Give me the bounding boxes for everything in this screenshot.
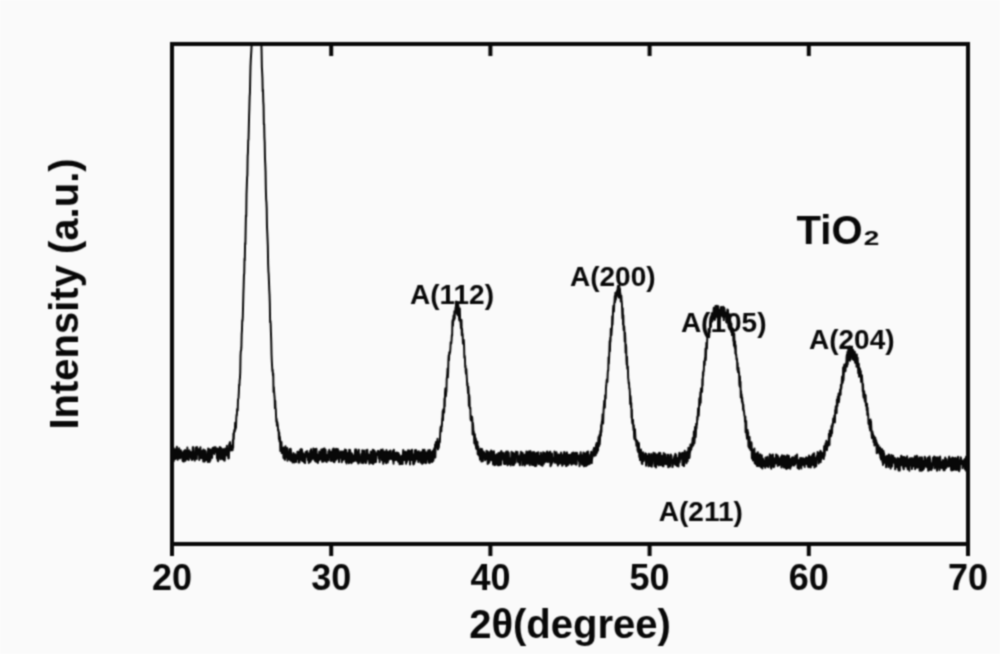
figure-container: { "chart": { "type": "line-xrd", "width_… (0, 0, 1000, 654)
xrd-pattern-chart (0, 0, 1000, 654)
